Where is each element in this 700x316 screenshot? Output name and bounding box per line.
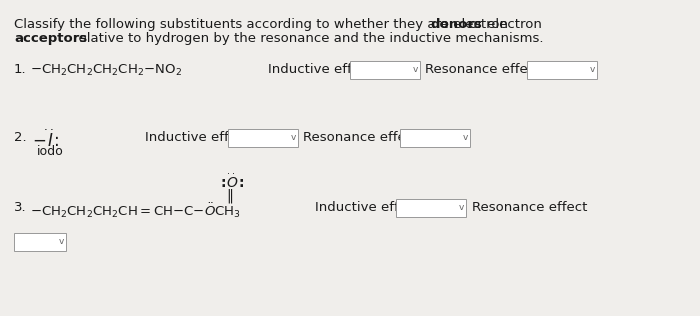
Text: $-\!\overset{\boldsymbol{..}}{I}\!\!:$: $-\!\overset{\boldsymbol{..}}{I}\!\!:$ (32, 129, 59, 151)
Text: relative to hydrogen by the resonance and the inductive mechanisms.: relative to hydrogen by the resonance an… (69, 32, 543, 45)
Text: v: v (458, 204, 464, 212)
Text: v: v (589, 65, 595, 75)
Text: $-$CH$_2$CH$_2$CH$_2$CH$_2$$-$NO$_2$: $-$CH$_2$CH$_2$CH$_2$CH$_2$$-$NO$_2$ (30, 63, 182, 78)
Text: v: v (463, 133, 468, 143)
Text: $\mathbf{:}\!\overset{\boldsymbol{..}}{O}\!\mathbf{:}$: $\mathbf{:}\!\overset{\boldsymbol{..}}{O… (218, 173, 244, 191)
Text: Inductive effect: Inductive effect (145, 131, 250, 144)
Text: $-$CH$_2$CH$_2$CH$_2$CH$=$CH$-$C$-\ddot{O}$CH$_3$: $-$CH$_2$CH$_2$CH$_2$CH$=$CH$-$C$-\ddot{… (30, 201, 241, 220)
Text: Resonance effect: Resonance effect (472, 201, 587, 214)
FancyBboxPatch shape (228, 129, 298, 147)
Text: v: v (412, 65, 418, 75)
Text: v: v (59, 238, 64, 246)
Text: Classify the following substituents according to whether they are electron: Classify the following substituents acco… (14, 18, 512, 31)
Text: Resonance effect: Resonance effect (425, 63, 540, 76)
FancyBboxPatch shape (396, 199, 466, 217)
Text: Resonance effect: Resonance effect (303, 131, 419, 144)
Text: or electron: or electron (466, 18, 542, 31)
Text: donors: donors (430, 18, 482, 31)
Text: 2.: 2. (14, 131, 27, 144)
Text: iodo: iodo (37, 145, 64, 158)
Text: Inductive effect: Inductive effect (268, 63, 372, 76)
Text: v: v (290, 133, 296, 143)
FancyBboxPatch shape (14, 233, 66, 251)
FancyBboxPatch shape (350, 61, 420, 79)
Text: 1.: 1. (14, 63, 27, 76)
FancyBboxPatch shape (400, 129, 470, 147)
Text: Inductive effect: Inductive effect (315, 201, 419, 214)
Text: acceptors: acceptors (14, 32, 88, 45)
FancyBboxPatch shape (527, 61, 597, 79)
Text: 3.: 3. (14, 201, 27, 214)
Text: $\|$: $\|$ (226, 187, 233, 205)
